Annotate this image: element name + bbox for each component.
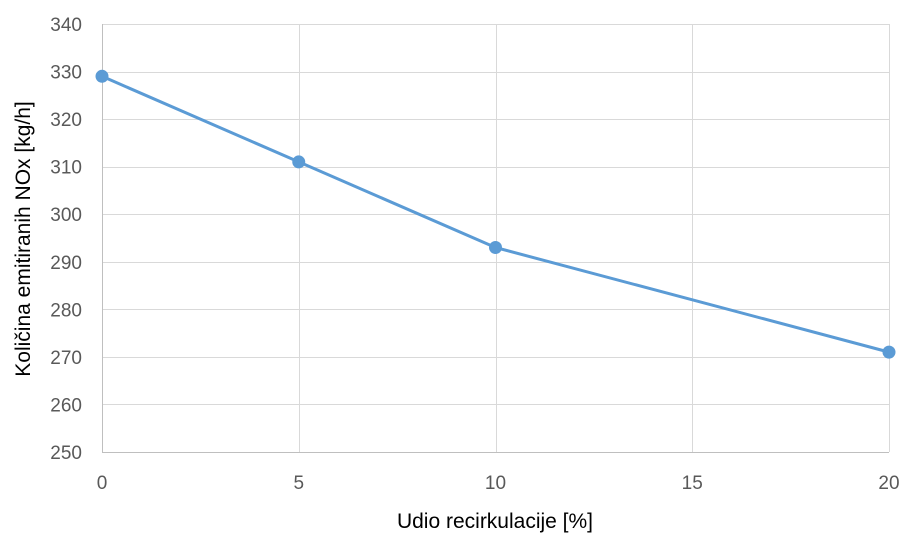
y-tick-label: 260 <box>50 395 82 416</box>
data-point <box>292 155 306 169</box>
data-point <box>489 241 502 255</box>
x-tick-label: 0 <box>97 473 108 494</box>
x-tick-label: 5 <box>293 473 304 494</box>
y-axis-title: Količina emitiranih NOx [kg/h] <box>12 101 35 376</box>
y-tick-label: 250 <box>50 443 82 464</box>
y-tick-label: 300 <box>50 205 82 226</box>
data-point <box>95 69 109 83</box>
y-tick-label: 320 <box>50 110 82 131</box>
x-tick-label: 10 <box>485 473 506 494</box>
x-tick-label: 15 <box>682 473 703 494</box>
axes <box>102 24 889 453</box>
y-tick-label: 280 <box>50 300 82 321</box>
plot-series <box>95 69 896 359</box>
y-tick-label: 270 <box>50 348 82 369</box>
grid <box>102 24 890 452</box>
y-tick-label: 340 <box>50 15 82 36</box>
x-tick-labels: 0 5 10 15 20 <box>97 473 900 494</box>
x-axis-title: Udio recirkulacije [%] <box>397 510 593 533</box>
y-tick-label: 330 <box>50 63 82 84</box>
data-point <box>882 345 896 359</box>
y-tick-labels: 250 260 270 280 290 300 310 320 330 340 <box>50 15 82 464</box>
y-tick-label: 310 <box>50 158 82 179</box>
series-line <box>100 74 891 354</box>
x-tick-label: 20 <box>878 473 899 494</box>
y-tick-label: 290 <box>50 253 82 274</box>
